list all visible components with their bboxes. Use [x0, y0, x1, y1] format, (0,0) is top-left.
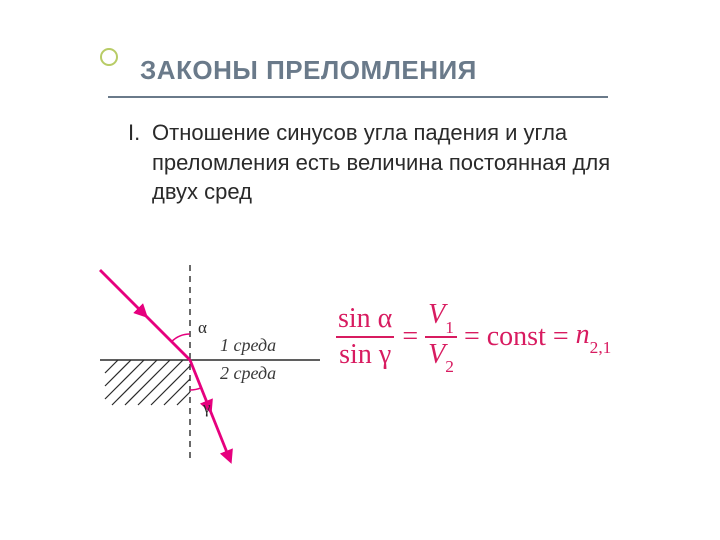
medium-1-label: 1 среда	[220, 335, 276, 356]
slide: ЗАКОНЫ ПРЕЛОМЛЕНИЯ I. Отношение синусов …	[0, 0, 720, 540]
frac2-denominator: V2	[425, 336, 457, 374]
gamma-label: γ	[203, 398, 211, 418]
frac1-denominator: sin γ	[336, 336, 394, 369]
body-text-content: Отношение синусов угла падения и угла пр…	[152, 118, 628, 207]
equals-2: =	[457, 321, 487, 353]
equals-1: =	[395, 321, 425, 353]
body-paragraph: I. Отношение синусов угла падения и угла…	[128, 118, 628, 207]
equals-3: =	[546, 321, 576, 353]
const-text: const	[487, 321, 546, 353]
snell-formula: sin α sin γ = V1 V2 = const = n2,1	[335, 300, 611, 374]
slide-title: ЗАКОНЫ ПРЕЛОМЛЕНИЯ	[140, 55, 477, 86]
fraction-sin: sin α sin γ	[335, 304, 395, 369]
title-bullet	[100, 48, 118, 66]
diagram-svg	[95, 255, 325, 465]
medium-2-label: 2 среда	[220, 363, 276, 384]
refraction-diagram: α γ 1 среда 2 среда	[95, 255, 325, 475]
alpha-label: α	[198, 318, 207, 338]
body-list-number: I.	[128, 118, 152, 148]
frac2-numerator: V1	[425, 300, 457, 336]
frac1-numerator: sin α	[335, 304, 395, 335]
title-underline	[108, 96, 608, 98]
fraction-v: V1 V2	[425, 300, 457, 374]
n-term: n2,1	[576, 319, 612, 355]
